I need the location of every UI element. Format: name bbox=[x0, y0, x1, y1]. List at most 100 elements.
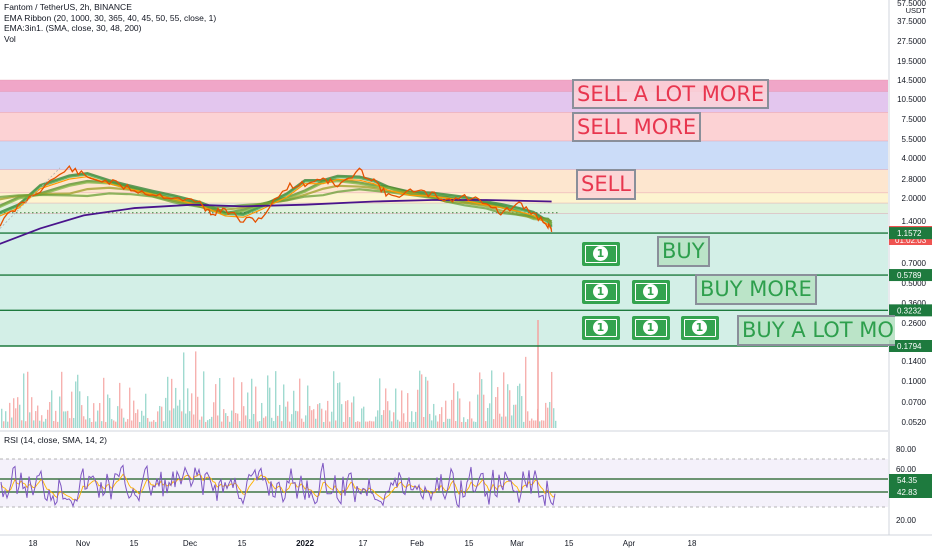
time-axis[interactable]: 18 Nov 15 Dec 15 2022 17 Feb 15 Mar 15 Apr 18 bbox=[0, 535, 932, 548]
volume-bar bbox=[283, 384, 284, 428]
volume-bar bbox=[349, 417, 350, 428]
volume-bar bbox=[27, 372, 28, 428]
price-axis-tick: 37.5000 bbox=[897, 17, 926, 26]
rsi-level-value: 54.35 bbox=[897, 476, 918, 485]
volume-bar bbox=[461, 422, 462, 428]
volume-bar bbox=[455, 421, 456, 428]
volume-bar bbox=[153, 420, 154, 428]
indicator-volume[interactable]: Vol bbox=[4, 34, 216, 45]
volume-bar bbox=[171, 379, 172, 428]
volume-bar bbox=[299, 379, 300, 428]
volume-bar bbox=[39, 421, 40, 428]
volume-bar bbox=[233, 377, 234, 428]
volume-bar bbox=[17, 397, 18, 428]
volume-bar bbox=[281, 421, 282, 428]
volume-bar bbox=[187, 388, 188, 428]
volume-bar bbox=[105, 422, 106, 428]
volume-bar bbox=[55, 411, 56, 428]
volume-bar bbox=[83, 416, 84, 428]
symbol-title[interactable]: Fantom / TetherUS, 2h, BINANCE bbox=[4, 2, 216, 13]
volume-bar bbox=[545, 403, 546, 428]
volume-bar bbox=[169, 410, 170, 428]
volume-bar bbox=[313, 409, 314, 428]
volume-bar bbox=[163, 421, 164, 428]
time-axis-tick: Nov bbox=[76, 539, 90, 548]
volume-bar bbox=[175, 388, 176, 428]
volume-bar bbox=[127, 419, 128, 428]
volume-bar bbox=[467, 419, 468, 428]
volume-bar bbox=[125, 422, 126, 428]
volume-bar bbox=[483, 395, 484, 428]
volume-bar bbox=[211, 417, 212, 428]
rsi-legend[interactable]: RSI (14, close, SMA, 14, 2) bbox=[4, 435, 107, 445]
volume-bar bbox=[359, 422, 360, 428]
volume-bar bbox=[339, 382, 340, 428]
time-axis-tick: Apr bbox=[623, 539, 636, 548]
volume-bar bbox=[419, 371, 420, 428]
volume-bar bbox=[41, 415, 42, 428]
volume-bar bbox=[47, 410, 48, 428]
price-axis[interactable]: 57.5000 37.5000 27.5000 19.5000 14.5000 10.50… bbox=[889, 0, 932, 535]
volume-bar bbox=[219, 378, 220, 428]
volume-bar bbox=[263, 418, 264, 428]
volume-bar bbox=[547, 408, 548, 428]
time-axis-tick: Feb bbox=[410, 539, 424, 548]
volume-bar bbox=[499, 414, 500, 428]
volume-bar bbox=[475, 422, 476, 428]
volume-bar bbox=[413, 422, 414, 428]
volume-bar bbox=[147, 418, 148, 428]
volume-bar bbox=[437, 422, 438, 428]
dollar-bill-icon: 1 bbox=[681, 316, 719, 340]
indicator-ema-ribbon[interactable]: EMA Ribbon (20, 1000, 30, 365, 40, 45, 5… bbox=[4, 13, 216, 24]
volume-bar bbox=[331, 412, 332, 428]
volume-bar bbox=[167, 377, 168, 428]
volume-bar bbox=[285, 407, 286, 428]
volume-bar bbox=[477, 395, 478, 428]
volume-bar bbox=[213, 402, 214, 428]
volume-bar bbox=[181, 411, 182, 428]
volume-bar bbox=[443, 422, 444, 428]
volume-bar bbox=[81, 405, 82, 428]
volume-bar bbox=[273, 421, 274, 428]
volume-bar bbox=[361, 408, 362, 428]
volume-bar bbox=[57, 422, 58, 428]
volume-bar bbox=[479, 372, 480, 428]
volume-bar bbox=[417, 390, 418, 428]
volume-bar bbox=[77, 375, 78, 428]
volume-bar bbox=[337, 383, 338, 428]
volume-bar bbox=[109, 398, 110, 428]
volume-bar bbox=[115, 422, 116, 428]
dollar-bill-icon: 1 bbox=[582, 316, 620, 340]
volume-bar bbox=[209, 419, 210, 428]
volume-bar bbox=[45, 419, 46, 428]
price-axis-tick: 27.5000 bbox=[897, 37, 926, 46]
volume-bar bbox=[275, 371, 276, 428]
price-axis-tick: 7.5000 bbox=[902, 115, 927, 124]
volume-bar bbox=[553, 408, 554, 428]
volume-bar bbox=[165, 398, 166, 428]
volume-bar bbox=[197, 397, 198, 428]
volume-bar bbox=[129, 388, 130, 428]
volume-bar bbox=[481, 379, 482, 428]
price-axis-tick: 0.1400 bbox=[902, 357, 927, 366]
price-axis-tick: 1.4000 bbox=[902, 217, 927, 226]
volume-bar bbox=[249, 419, 250, 428]
volume-bar bbox=[415, 412, 416, 428]
volume-bar bbox=[507, 384, 508, 428]
volume-bar bbox=[103, 378, 104, 428]
volume-bar bbox=[405, 422, 406, 428]
chart-legend: Fantom / TetherUS, 2h, BINANCE EMA Ribbo… bbox=[4, 2, 216, 44]
indicator-ema-3in1[interactable]: EMA:3in1. (SMA, close, 30, 48, 200) bbox=[4, 23, 216, 34]
volume-bar bbox=[543, 421, 544, 428]
volume-bar bbox=[321, 409, 322, 428]
volume-bar bbox=[457, 391, 458, 428]
volume-bar bbox=[325, 410, 326, 428]
volume-bar bbox=[375, 417, 376, 428]
price-axis-tick: 2.0000 bbox=[902, 194, 927, 203]
volume-bar bbox=[389, 410, 390, 428]
volume-bar bbox=[137, 409, 138, 428]
volume-bar bbox=[23, 373, 24, 428]
volume-bar bbox=[117, 406, 118, 428]
volume-bar bbox=[529, 421, 530, 428]
volume-bar bbox=[525, 357, 526, 428]
